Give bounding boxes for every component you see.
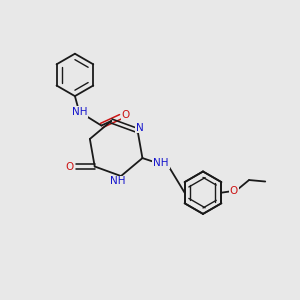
Text: NH: NH [110, 176, 125, 186]
Text: O: O [66, 161, 74, 172]
Text: O: O [122, 110, 130, 120]
Text: NH: NH [72, 107, 87, 117]
Text: N: N [136, 123, 143, 133]
Text: O: O [230, 186, 238, 196]
Text: NH: NH [153, 158, 169, 168]
